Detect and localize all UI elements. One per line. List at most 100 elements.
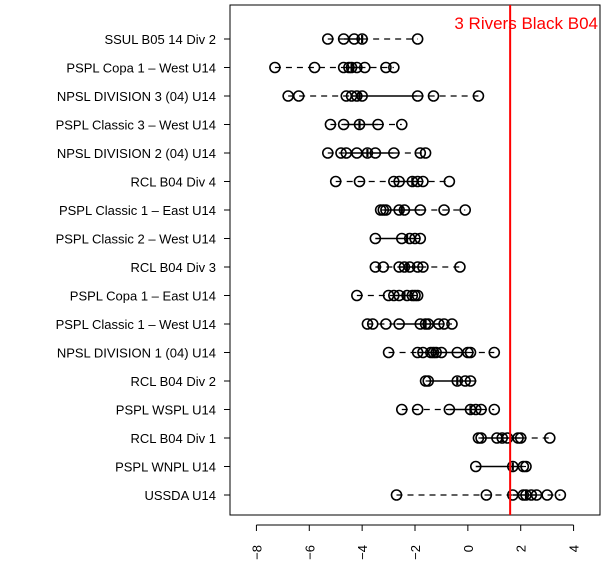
x-tick-label: 2 (514, 545, 529, 552)
data-point (337, 118, 350, 131)
data-point (308, 61, 321, 74)
category-label: USSDA U14 (144, 488, 216, 503)
data-point (543, 432, 556, 444)
data-point (351, 61, 363, 74)
data-point (393, 175, 405, 188)
data-point (430, 346, 442, 359)
category-label: RCL B04 Div 3 (131, 260, 217, 275)
data-point (469, 403, 482, 416)
data-point (390, 489, 403, 501)
data-point (414, 318, 427, 330)
data-point (361, 318, 374, 330)
data-point (348, 33, 361, 45)
data-point (459, 375, 472, 387)
data-point (382, 346, 395, 359)
reference-line-label: 3 Rivers Black B04 (454, 14, 598, 33)
data-point (414, 232, 427, 245)
data-point (361, 147, 374, 159)
data-point (459, 204, 472, 216)
data-point (411, 175, 424, 188)
data-point (395, 403, 408, 416)
box-group: PSPL WSPL U14 (116, 403, 501, 418)
data-point (554, 489, 567, 501)
data-point (417, 261, 429, 273)
data-point (427, 90, 440, 102)
category-label: PSPL Copa 1 – East U14 (70, 289, 216, 304)
data-point (443, 175, 456, 188)
x-tick-label: −4 (355, 545, 370, 560)
box-group: RCL B04 Div 3 (131, 260, 466, 275)
data-point (480, 489, 493, 501)
box-group: NPSL DIVISION 1 (04) U14 (57, 346, 501, 361)
data-point (269, 61, 281, 74)
data-point (292, 90, 305, 102)
data-point (358, 61, 371, 74)
x-tick-label: −6 (302, 545, 317, 560)
box-group: RCL B04 Div 2 (131, 374, 482, 389)
data-point (345, 61, 358, 74)
category-label: PSPL WNPL U14 (115, 460, 216, 475)
data-point (472, 90, 485, 102)
data-point (443, 403, 456, 416)
data-point (377, 261, 390, 273)
data-point (356, 90, 368, 102)
data-point (541, 489, 553, 501)
category-label: PSPL Copa 1 – West U14 (66, 61, 216, 76)
data-point (393, 318, 405, 330)
data-point (353, 175, 366, 188)
data-point (475, 403, 487, 416)
data-point (380, 204, 392, 216)
category-label: NPSL DIVISION 2 (04) U14 (57, 146, 216, 161)
data-point (324, 118, 337, 131)
category-label: NPSL DIVISION 3 (04) U14 (57, 89, 216, 104)
data-point (380, 318, 392, 330)
data-point (488, 403, 501, 416)
category-label: PSPL WSPL U14 (116, 403, 216, 418)
plot-frame (229, 4, 601, 516)
data-point (372, 118, 384, 131)
data-point (451, 375, 464, 387)
data-point (398, 204, 411, 216)
data-point (335, 147, 347, 159)
category-label: RCL B04 Div 4 (131, 175, 217, 190)
groups-layer: SSUL B05 14 Div 2 PSPL Copa 1 – West U14 N… (56, 32, 567, 503)
category-label: RCL B04 Div 1 (131, 431, 217, 446)
box-group: NPSL DIVISION 2 (04) U14 (57, 146, 432, 161)
data-point (329, 175, 342, 188)
box-group: RCL B04 Div 4 (131, 175, 456, 190)
data-point (366, 318, 379, 330)
data-point (475, 432, 487, 444)
data-point (432, 318, 445, 330)
box-group: PSPL Copa 1 – West U14 (66, 61, 400, 76)
category-label: PSPL Classic 1 – West U14 (56, 317, 216, 332)
box-group: RCL B04 Div 1 (131, 431, 556, 446)
data-point (388, 175, 400, 188)
data-point (403, 261, 416, 273)
data-point (393, 204, 405, 216)
data-point (409, 232, 421, 245)
data-point (488, 346, 501, 359)
data-point (369, 147, 382, 159)
data-point (414, 204, 427, 216)
data-point (398, 261, 411, 273)
box-group: SSUL B05 14 Div 2 (104, 32, 424, 47)
data-point (435, 346, 448, 359)
box-group: PSPL Classic 1 – East U14 (59, 203, 472, 218)
data-point (469, 460, 482, 473)
data-point (464, 346, 477, 359)
category-label: RCL B04 Div 2 (131, 374, 217, 389)
x-axis: −8 −6 −4 −2 0 2 4 (249, 524, 582, 560)
category-label: PSPL Classic 1 – East U14 (59, 203, 216, 218)
category-label: SSUL B05 14 Div 2 (104, 32, 216, 47)
data-point (496, 432, 509, 444)
data-point (369, 261, 382, 273)
data-point (353, 118, 366, 131)
data-point (411, 261, 424, 273)
data-point (321, 33, 334, 45)
data-point (388, 61, 400, 74)
data-point (388, 289, 400, 302)
data-point (525, 489, 538, 501)
data-point (464, 375, 477, 387)
data-point (446, 318, 458, 330)
